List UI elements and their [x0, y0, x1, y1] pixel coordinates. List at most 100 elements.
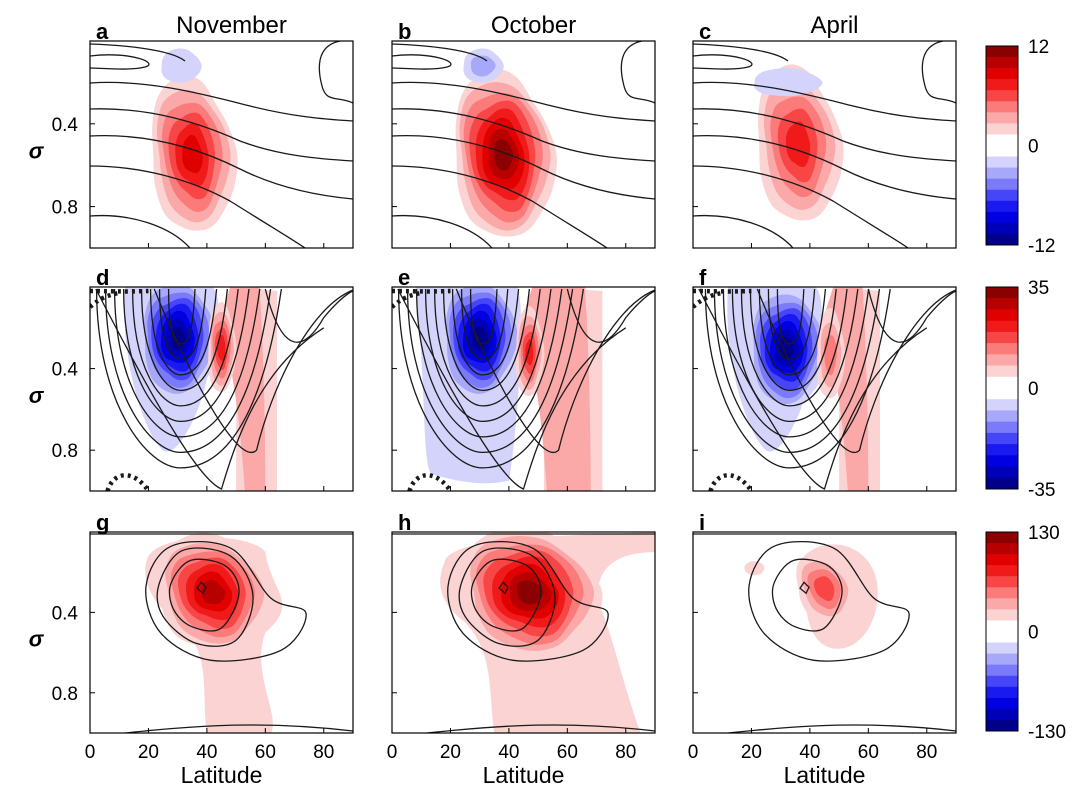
panel-h: h0 20 40 60 80Latitude	[387, 510, 655, 788]
colorbar-swatch	[986, 79, 1018, 91]
colorbar-tick-label: -130	[1028, 722, 1066, 743]
panel-b-contour-7	[621, 41, 655, 103]
x-axis-label: Latitude	[483, 762, 565, 788]
colorbar-swatch	[986, 554, 1018, 566]
colorbar-swatch	[986, 168, 1018, 180]
colorbar-swatch	[986, 134, 1018, 146]
panel-a: a November 0.4 0.8 σ	[29, 12, 353, 248]
x-tick-label: 80	[916, 742, 937, 763]
panel-label-e: e	[398, 265, 410, 290]
colorbar-swatch	[986, 665, 1018, 677]
colorbar-swatch	[986, 620, 1018, 632]
colorbar-swatch	[986, 455, 1018, 467]
y-tick-label: 0.4	[52, 603, 79, 624]
colorbar-swatch	[986, 598, 1018, 610]
y-tick-label: 0.4	[52, 115, 79, 136]
colorbar-swatch	[986, 298, 1018, 310]
colorbar-tick-label: -12	[1028, 236, 1055, 257]
colorbar-swatch	[986, 478, 1018, 490]
x-axis-label: Latitude	[784, 762, 866, 788]
colorbar-swatch	[986, 343, 1018, 355]
panel-c-contour-6	[693, 216, 793, 248]
panel-i: i0 20 40 60 80Latitude	[688, 510, 956, 788]
panel-b-field	[392, 41, 655, 248]
colorbar-swatch	[986, 687, 1018, 699]
colorbar-swatch	[986, 212, 1018, 224]
panel-g: g 0.4 0.8 σ 0 20 40 60 80 Latitude	[29, 510, 353, 788]
colorbar-swatch	[986, 68, 1018, 80]
colorbar-swatch	[986, 321, 1018, 333]
colorbar-swatch	[986, 46, 1018, 58]
colorbar-swatch	[986, 587, 1018, 599]
panel-f-contour-dashed-bottom	[711, 475, 752, 491]
y-tick-label: 0.8	[52, 684, 78, 705]
panel-d-field	[90, 274, 353, 491]
panel-label-f: f	[699, 265, 707, 290]
panel-i-contour-bottom	[693, 725, 956, 737]
colorbar-swatch	[986, 410, 1018, 422]
panel-label-g: g	[96, 510, 109, 535]
colorbar-swatch	[986, 399, 1018, 411]
colorbar-swatch	[986, 287, 1018, 299]
colorbar-swatch	[986, 388, 1018, 400]
colorbar-swatch	[986, 698, 1018, 710]
colorbar-swatch	[986, 467, 1018, 479]
x-tick-label: 40	[498, 742, 519, 763]
x-tick-label: 20	[138, 742, 159, 763]
colorbar-swatch	[986, 101, 1018, 113]
colorbar-tick-label: 0	[1028, 137, 1039, 158]
x-tick-label: 80	[615, 742, 636, 763]
y-tick-label: 0.8	[52, 198, 78, 219]
colorbar-swatch	[986, 146, 1018, 158]
y-axis-label: σ	[29, 139, 45, 164]
panel-a-contour-1	[90, 55, 149, 69]
colorbar-swatch	[986, 90, 1018, 102]
colorbar-row-2: 130 0 -130	[986, 523, 1066, 743]
x-tick-label: 0	[688, 742, 699, 763]
panel-a-field	[90, 41, 353, 248]
x-tick-label: 0	[85, 742, 96, 763]
y-axis-label: σ	[29, 627, 45, 652]
colorbar-tick-label: 35	[1028, 278, 1049, 299]
colorbar-swatch	[986, 309, 1018, 321]
panel-f: f	[693, 265, 956, 491]
panel-g-field	[90, 533, 353, 737]
colorbar-swatch	[986, 676, 1018, 688]
colorbar-swatch	[986, 223, 1018, 235]
colorbar-tick-label: 130	[1028, 523, 1060, 544]
x-tick-label: 0	[387, 742, 398, 763]
colorbar-swatch	[986, 609, 1018, 621]
colorbar-swatch	[986, 332, 1018, 344]
panel-e-contour-dashed-bottom	[410, 475, 451, 491]
colorbar-swatch	[986, 57, 1018, 69]
panel-b: b October	[392, 12, 655, 248]
colorbar-swatch	[986, 654, 1018, 666]
x-tick-label: 60	[858, 742, 879, 763]
panel-a-contour-7	[319, 41, 353, 103]
colorbar-swatch	[986, 444, 1018, 456]
colorbar-swatch	[986, 576, 1018, 588]
colorbar-swatch	[986, 234, 1018, 246]
colorbar-swatch	[986, 377, 1018, 389]
colorbar-swatch	[986, 709, 1018, 721]
panel-d: d 0.4 0.8 σ	[29, 265, 353, 491]
colorbar-swatch	[986, 190, 1018, 202]
panel-c-contour-1	[693, 55, 752, 69]
colorbar-swatch	[986, 543, 1018, 555]
panel-f-field	[693, 284, 956, 491]
colorbar-swatch	[986, 532, 1018, 544]
panel-label-h: h	[398, 510, 411, 535]
x-tick-label: 60	[255, 742, 276, 763]
x-axis-label: Latitude	[181, 762, 263, 788]
colorbar-swatch	[986, 123, 1018, 135]
x-tick-label: 40	[799, 742, 820, 763]
x-tick-label: 80	[313, 742, 334, 763]
colorbar-swatch	[986, 422, 1018, 434]
y-axis-label: σ	[29, 383, 45, 408]
colorbar-swatch	[986, 112, 1018, 124]
panel-c-field	[693, 41, 956, 248]
column-title-1: October	[491, 12, 576, 39]
panel-label-b: b	[398, 19, 411, 44]
x-tick-label: 40	[196, 742, 217, 763]
